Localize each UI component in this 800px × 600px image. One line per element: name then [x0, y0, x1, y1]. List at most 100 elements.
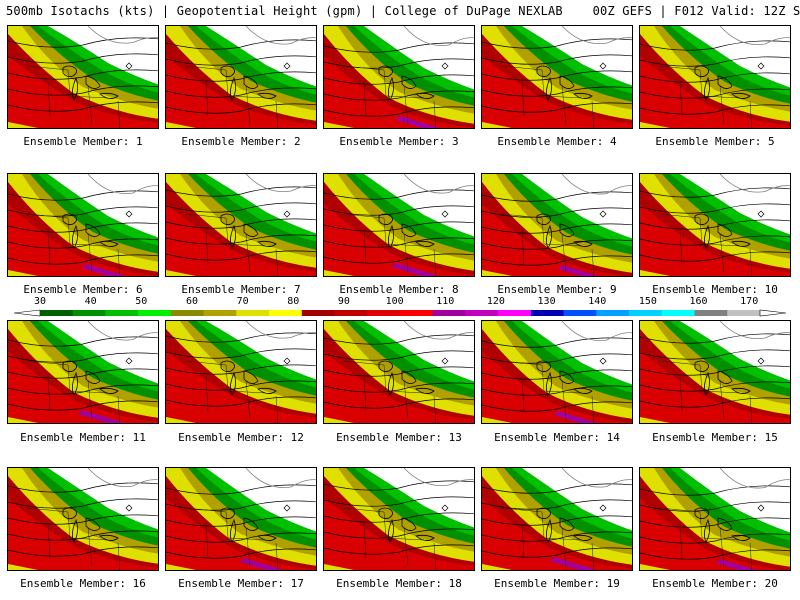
state-boundaries [185, 213, 279, 276]
colorbar-bin [465, 310, 499, 316]
ensemble-panel-17 [165, 467, 317, 571]
height-contour [640, 187, 790, 198]
great-lakes-outline [536, 360, 593, 396]
colorbar-tick-label: 50 [135, 296, 148, 307]
great-lakes-outline [220, 507, 277, 543]
ensemble-member-label: Ensemble Member: 17 [178, 577, 304, 590]
low-wind-contour [87, 321, 158, 341]
great-lakes-outline [62, 65, 119, 101]
isotach-band-100 [640, 204, 790, 276]
isotach-band-120 [392, 263, 436, 276]
great-lakes-outline [694, 360, 751, 396]
low-wind-contour [561, 26, 632, 45]
isotach-band-100 [8, 204, 158, 276]
ensemble-member-label: Ensemble Member: 20 [652, 577, 778, 590]
ensemble-panel-20 [639, 467, 791, 571]
colorbar-bin [530, 310, 564, 316]
isotach-map [166, 26, 316, 128]
isotach-map [482, 174, 632, 276]
height-contour [640, 251, 790, 262]
ensemble-member-label: Ensemble Member: 18 [336, 577, 462, 590]
height-contour [640, 219, 790, 230]
colorbar-bin [432, 310, 466, 316]
low-wind-contour [719, 174, 790, 193]
great-lakes-outline [220, 65, 277, 101]
diamond-marker [757, 210, 765, 218]
ensemble-member-label: Ensemble Member: 19 [494, 577, 620, 590]
isotach-band-100 [640, 498, 784, 570]
height-contour [8, 352, 158, 363]
height-contour [324, 512, 474, 523]
colorbar-tick-label: 140 [588, 296, 607, 307]
isotach-map [640, 468, 790, 570]
colorbar-bin [269, 310, 303, 316]
diamond-marker [599, 62, 607, 70]
height-contour [166, 532, 316, 543]
height-contour [482, 531, 632, 542]
colorbar-tick-label: 150 [638, 296, 657, 307]
isotach-map [166, 321, 316, 423]
colorbar-bin [105, 310, 139, 316]
state-boundaries [501, 65, 595, 128]
height-contour [324, 544, 474, 555]
colorbar-tick-label: 80 [287, 296, 300, 307]
height-contour [482, 223, 632, 234]
colorbar-bin [40, 310, 74, 316]
ensemble-member-label: Ensemble Member: 11 [20, 431, 146, 444]
header-run-info: 00Z GEFS | F012 Valid: 12Z SUN NOV 16 20… [592, 4, 800, 18]
ensemble-panel-4 [481, 25, 633, 129]
height-contour [640, 40, 790, 51]
low-wind-contour [403, 468, 474, 487]
height-contour [8, 336, 158, 347]
height-contour [8, 190, 158, 201]
diamond-marker [599, 504, 607, 512]
diamond-marker [757, 504, 765, 512]
ensemble-member-label: Ensemble Member: 2 [181, 135, 301, 148]
isotach-band-120 [716, 559, 757, 570]
isotach-map [324, 468, 474, 570]
height-contour [8, 69, 158, 80]
great-lakes-outline [62, 213, 119, 249]
height-contour [640, 501, 790, 512]
height-contour [324, 496, 474, 507]
isotach-map [8, 26, 158, 128]
colorbar-tick-label: 120 [486, 296, 505, 307]
height-contour [640, 549, 790, 560]
height-contour [482, 515, 632, 526]
state-boundaries [343, 213, 437, 276]
ensemble-member-label: Ensemble Member: 4 [497, 135, 617, 148]
header-title: 500mb Isotachs (kts) | Geopotential Heig… [6, 4, 563, 18]
isotach-band-120 [240, 558, 284, 570]
height-contour [482, 337, 632, 348]
ensemble-panel-14 [481, 320, 633, 424]
height-contour [324, 480, 474, 491]
isotach-band-120 [558, 265, 599, 276]
low-wind-contour [245, 174, 316, 193]
isotach-band-100 [8, 498, 158, 570]
colorbar-tick-label: 170 [740, 296, 759, 307]
colorbar-bin [203, 310, 237, 316]
colorbar-right-arrow [759, 309, 787, 317]
height-contour [482, 38, 632, 49]
ensemble-panel-8 [323, 173, 475, 277]
state-boundaries [501, 360, 595, 423]
isotach-map [482, 468, 632, 570]
isotach-band-120 [554, 411, 598, 423]
height-contour [324, 237, 474, 248]
ensemble-panel-9 [481, 173, 633, 277]
colorbar-bin [138, 310, 172, 316]
isotach-band-100 [324, 56, 474, 128]
colorbar-bin [727, 310, 761, 316]
height-contour [640, 533, 790, 544]
great-lakes-outline [378, 360, 435, 396]
ensemble-panel-7 [165, 173, 317, 277]
isotach-band-100 [324, 351, 474, 423]
diamond-marker [125, 357, 133, 365]
height-contour [166, 39, 316, 50]
height-contour [640, 235, 790, 246]
isotach-band-120 [550, 557, 594, 570]
ensemble-panel-11 [7, 320, 159, 424]
colorbar-bin [629, 310, 663, 316]
state-boundaries [659, 360, 753, 423]
